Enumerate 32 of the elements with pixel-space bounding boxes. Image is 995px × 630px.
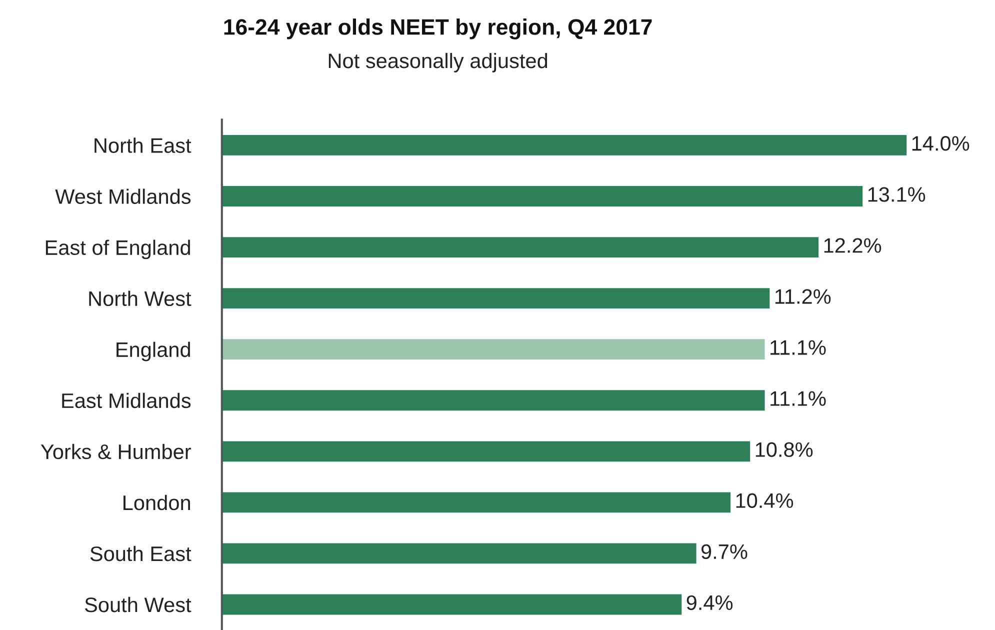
bar: [222, 288, 770, 309]
data-label: 10.8%: [756, 442, 813, 457]
bar: [222, 441, 750, 462]
chart-title: 16-24 year olds NEET by region, Q4 2017: [224, 18, 652, 40]
data-label: 14.0%: [912, 136, 970, 151]
bar: [222, 186, 863, 206]
y-tick-label: South East: [90, 546, 192, 562]
data-label: 11.1%: [770, 340, 826, 355]
bar: [222, 237, 819, 258]
bar: [222, 543, 696, 564]
y-tick-label: East Midlands: [62, 392, 191, 408]
y-tick-label: England: [116, 342, 190, 362]
y-tick-label: East of England: [46, 240, 190, 260]
y-tick-label: North West: [89, 290, 192, 306]
data-label: 9.7%: [701, 544, 748, 560]
data-label: 12.2%: [824, 238, 882, 253]
data-label: 11.1%: [770, 391, 826, 406]
bar: [222, 594, 682, 615]
bar: [222, 492, 731, 513]
data-label: 9.4%: [686, 595, 733, 610]
y-tick-label: London: [124, 494, 190, 510]
bar: [222, 390, 765, 411]
y-tick-label: South West: [84, 596, 192, 612]
y-tick-label: North East: [94, 138, 192, 153]
bar: [222, 339, 765, 360]
chart-subtitle: Not seasonally adjusted: [328, 52, 548, 72]
y-tick-label: West Midlands: [55, 188, 191, 204]
data-label: 13.1%: [868, 187, 926, 202]
data-label: 10.4%: [736, 493, 794, 508]
y-tick-label: Yorks & Humber: [40, 444, 191, 460]
bar: [222, 135, 907, 156]
data-label: 11.2%: [775, 289, 831, 304]
